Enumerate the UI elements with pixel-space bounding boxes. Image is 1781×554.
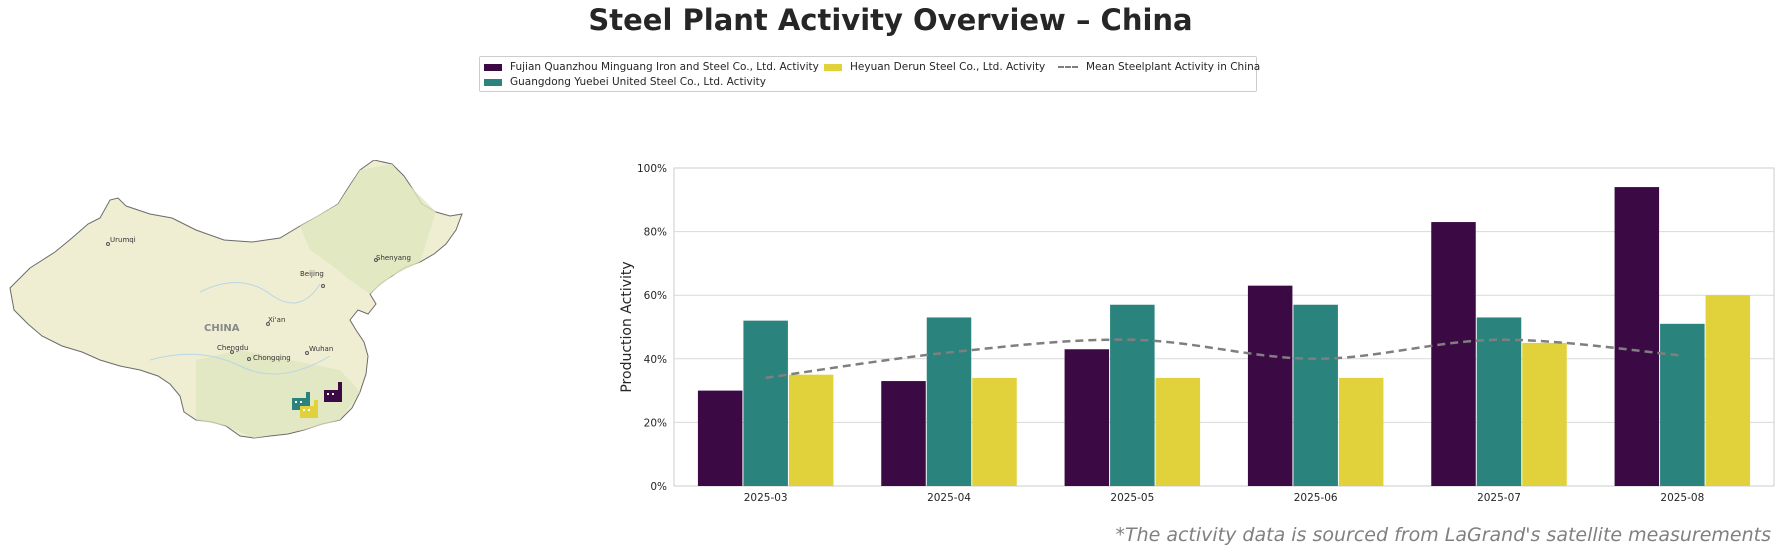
map-river-yellow xyxy=(199,282,321,304)
bar-1-2 xyxy=(1110,304,1155,486)
bar-2-1 xyxy=(972,377,1017,486)
bar-2-2 xyxy=(1155,377,1201,486)
y-axis-label: Production Activity xyxy=(619,261,635,392)
legend-swatch-guangdong xyxy=(484,78,502,86)
plot-frame xyxy=(673,167,1775,487)
y-tick-label: 0% xyxy=(650,481,667,493)
bar-1-4 xyxy=(1476,317,1522,486)
bar-0-4 xyxy=(1431,222,1476,486)
bar-1-1 xyxy=(926,317,972,486)
legend-item-heyuan: Heyuan Derun Steel Co., Ltd. Activity xyxy=(824,61,1045,73)
bar-1-0 xyxy=(743,320,788,486)
map-terrain-south xyxy=(196,350,360,438)
x-tick-label: 2025-05 xyxy=(1110,492,1154,504)
city-label-xian: Xi'an xyxy=(268,316,285,324)
city-label-shenyang: Shenyang xyxy=(376,254,411,262)
bar-0-1 xyxy=(881,381,926,486)
x-tick-label: 2025-06 xyxy=(1294,492,1338,504)
x-tick-label: 2025-08 xyxy=(1660,492,1704,504)
bar-1-5 xyxy=(1660,323,1705,486)
city-label-urumqi: Urumqi xyxy=(110,236,136,244)
bar-2-0 xyxy=(788,374,834,486)
legend-swatch-mean xyxy=(1058,66,1078,68)
bar-0-2 xyxy=(1064,349,1110,486)
page-title: Steel Plant Activity Overview – China xyxy=(588,3,1193,37)
china-map: Urumqi Beijing Shenyang Xi'an Chengdu Ch… xyxy=(9,160,463,439)
legend-item-mean: Mean Steelplant Activity in China xyxy=(1058,61,1260,73)
y-tick-label: 20% xyxy=(644,417,667,429)
city-label-chengdu: Chengdu xyxy=(217,344,248,352)
y-tick-label: 100% xyxy=(637,163,667,175)
city-label-beijing: Beijing xyxy=(300,270,324,278)
bar-2-5 xyxy=(1705,295,1751,486)
bar-0-0 xyxy=(697,390,743,486)
legend-item-guangdong: Guangdong Yuebei United Steel Co., Ltd. … xyxy=(484,76,766,88)
x-tick-label: 2025-07 xyxy=(1477,492,1521,504)
bar-1-3 xyxy=(1293,304,1338,486)
chart-legend: Fujian Quanzhou Minguang Iron and Steel … xyxy=(479,56,1260,92)
x-tick-label: 2025-04 xyxy=(927,492,971,504)
legend-label-heyuan: Heyuan Derun Steel Co., Ltd. Activity xyxy=(850,61,1046,73)
map-terrain-green xyxy=(300,164,436,294)
y-tick-label: 80% xyxy=(644,227,667,239)
bar-0-5 xyxy=(1614,187,1660,486)
footnote: *The activity data is sourced from LaGra… xyxy=(1115,524,1771,546)
legend-swatch-heyuan xyxy=(824,63,842,71)
legend-label-mean: Mean Steelplant Activity in China xyxy=(1086,61,1261,73)
factory-icon-fujian xyxy=(324,382,342,402)
legend-swatch-fujian xyxy=(484,63,502,71)
legend-label-fujian: Fujian Quanzhou Minguang Iron and Steel … xyxy=(510,61,819,73)
city-label-wuhan: Wuhan xyxy=(309,345,333,353)
country-label: CHINA xyxy=(204,323,240,334)
mean-activity-line xyxy=(765,338,1683,380)
legend-item-fujian: Fujian Quanzhou Minguang Iron and Steel … xyxy=(484,61,819,73)
city-label-chongqing: Chongqing xyxy=(253,354,291,362)
factory-icon-heyuan xyxy=(300,400,318,418)
y-tick-label: 60% xyxy=(644,290,667,302)
y-tick-label: 40% xyxy=(644,354,667,366)
map-river-yangtze xyxy=(149,353,331,375)
bar-2-4 xyxy=(1522,342,1567,486)
legend-label-guangdong: Guangdong Yuebei United Steel Co., Ltd. … xyxy=(510,76,766,88)
x-tick-label: 2025-03 xyxy=(744,492,788,504)
bar-0-3 xyxy=(1247,285,1293,486)
bar-2-3 xyxy=(1338,377,1384,486)
